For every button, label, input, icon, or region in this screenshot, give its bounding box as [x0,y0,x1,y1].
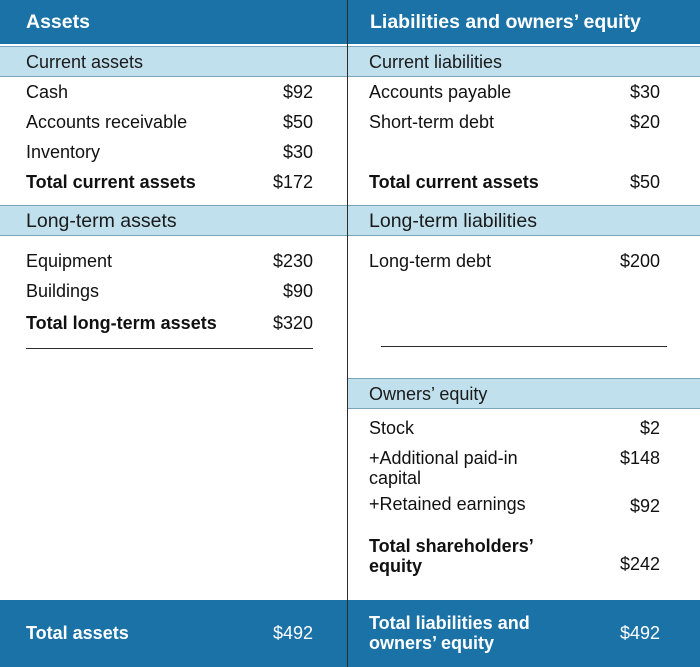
row-value: $92 [629,496,660,516]
assets-divider-line [26,348,313,349]
current-liabilities-subheader: Current liabilities [348,46,700,77]
row-label: Long-term debt [369,251,492,271]
total-assets-value: $492 [272,623,313,643]
equity-row-additional-paid-in-capital: +Additional paid-in capital $148 [369,448,660,488]
row-label-line2: equity [369,556,423,576]
long-term-assets-subheader: Long-term assets [0,205,347,236]
total-liabilities-label-line2: owners’ equity [369,633,495,653]
row-label: Total shareholders’ equity [369,536,534,576]
row-value: $30 [282,142,313,162]
row-value: $242 [619,554,660,574]
long-term-assets-title: Long-term assets [26,210,177,232]
row-value: $20 [629,112,660,132]
row-label-line1: Total shareholders’ [369,536,534,556]
total-liabilities-label-line1: Total liabilities and [369,613,530,633]
total-liabilities-label: Total liabilities and owners’ equity [369,613,530,653]
row-label: Accounts payable [369,82,512,102]
total-liabilities-value: $492 [619,623,660,643]
current-assets-title: Current assets [26,52,144,72]
row-value: $2 [639,418,660,438]
row-value: $92 [282,82,313,102]
liabilities-divider-line [381,346,667,347]
row-label: Buildings [26,281,100,301]
current-assets-subheader: Current assets [0,46,347,77]
row-label: Cash [26,82,69,102]
row-label: Total current assets [369,172,539,192]
assets-header-text: Assets [26,11,90,33]
total-liabilities-footer: Total liabilities and owners’ equity $492 [348,600,700,667]
row-label: +Retained earnings [369,494,526,514]
total-assets-label: Total assets [26,623,129,643]
row-label: Total current assets [26,172,196,192]
row-label: +Additional paid-in capital [369,448,518,488]
row-label: Accounts receivable [26,112,188,132]
row-label-line2: capital [369,468,422,488]
row-value: $200 [619,251,660,271]
liabilities-header-text: Liabilities and owners’ equity [370,11,641,33]
long-term-liabilities-title: Long-term liabilities [369,210,537,232]
row-label-line1: +Additional paid-in [369,448,518,468]
liabilities-header: Liabilities and owners’ equity [348,0,700,44]
owners-equity-title: Owners’ equity [369,384,488,404]
column-divider [347,0,348,667]
assets-header: Assets [0,0,347,44]
total-shareholders-equity-row: Total shareholders’ equity $242 [369,536,660,578]
row-value: $50 [629,172,660,192]
row-value: $30 [629,82,660,102]
long-term-liabilities-subheader: Long-term liabilities [348,205,700,236]
row-label: Short-term debt [369,112,495,132]
current-liabilities-title: Current liabilities [369,52,503,72]
row-value: $172 [272,172,313,192]
row-label: Inventory [26,142,101,162]
total-assets-footer: Total assets $492 [0,600,347,667]
row-label: Equipment [26,251,113,271]
row-value: $90 [282,281,313,301]
row-label: Total long-term assets [26,313,217,333]
row-value: $50 [282,112,313,132]
row-value: $320 [272,313,313,333]
row-value: $230 [272,251,313,271]
owners-equity-subheader: Owners’ equity [348,378,700,409]
row-value: $148 [619,448,660,468]
row-label: Stock [369,418,415,438]
